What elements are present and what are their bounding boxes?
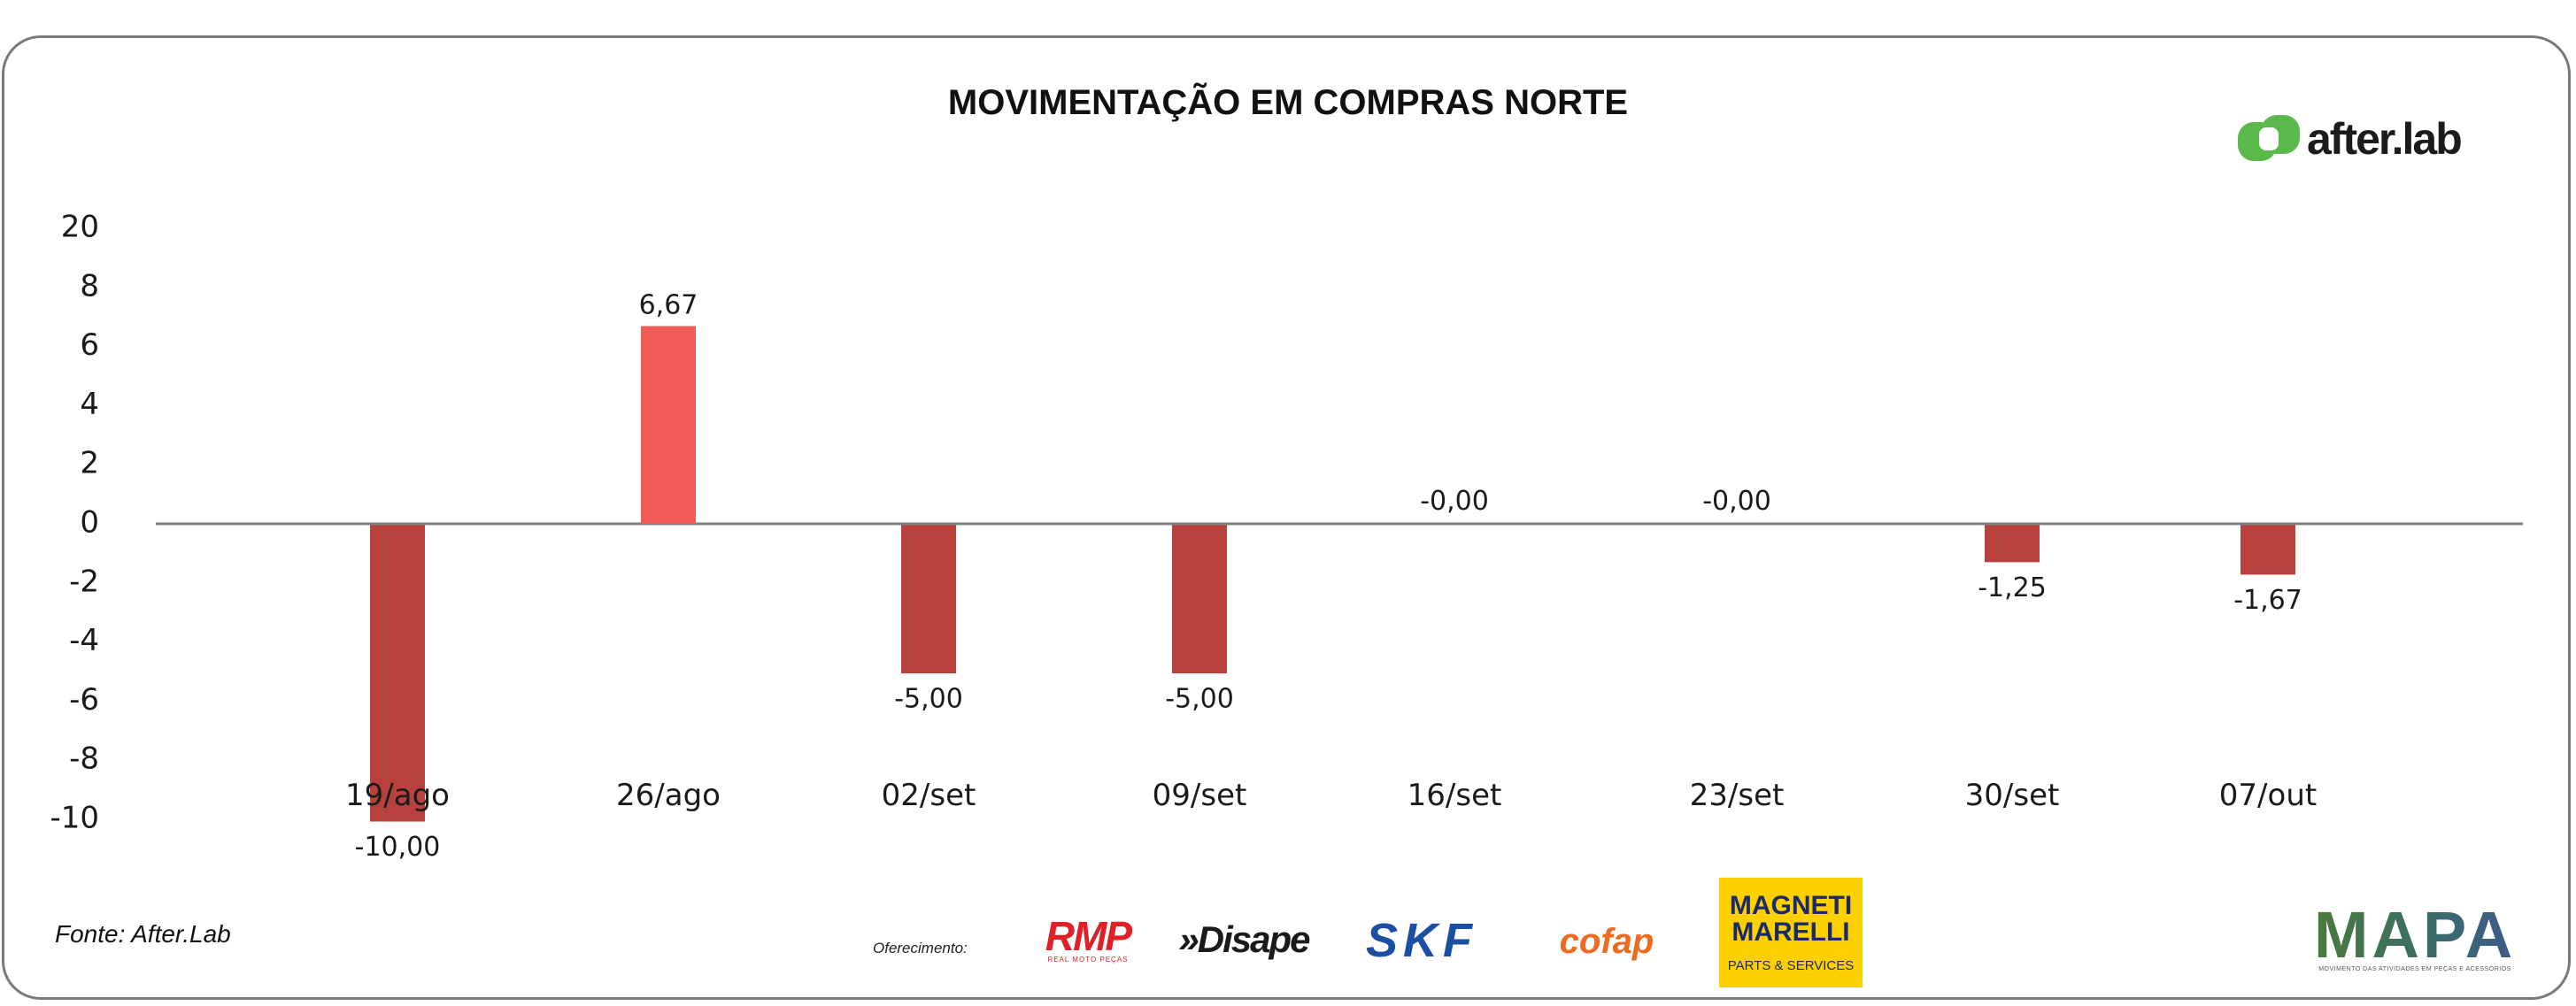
y-tick-label: 20 bbox=[61, 210, 99, 245]
magneti-line2: MARELLI bbox=[1731, 917, 1850, 947]
mapa-tagline: MOVIMENTO DAS ATIVIDADES EM PEÇAS E ACES… bbox=[2318, 965, 2511, 972]
data-label: -1,67 bbox=[2233, 585, 2302, 616]
cofap-logo: cofap bbox=[1559, 921, 1654, 961]
bar bbox=[641, 326, 696, 524]
source-note: Fonte: After.Lab bbox=[55, 920, 231, 948]
bar bbox=[2241, 525, 2295, 575]
data-labels: -10,00 6,67 -5,00 -5,00 -0,00 -0,00 -1,25 -1,67 bbox=[355, 290, 2302, 863]
y-tick-label: -4 bbox=[69, 623, 99, 658]
x-tick-label: 23/set bbox=[1690, 778, 1785, 813]
magneti-tagline: PARTS & SERVICES bbox=[1727, 957, 1855, 973]
bar bbox=[1985, 525, 2040, 563]
y-tick-label: -6 bbox=[69, 682, 99, 718]
magneti-line1: MAGNETI bbox=[1729, 890, 1853, 920]
y-tick-label: 4 bbox=[80, 387, 99, 422]
y-tick-label: 8 bbox=[80, 268, 99, 303]
chart-title: MOVIMENTAÇÃO EM COMPRAS NORTE bbox=[947, 83, 1629, 122]
y-tick-label: 6 bbox=[80, 327, 99, 363]
afterlab-wordmark: after.lab bbox=[2307, 114, 2463, 164]
data-label: -10,00 bbox=[355, 832, 441, 863]
y-tick-label: 0 bbox=[80, 505, 99, 541]
x-tick-label: 26/ago bbox=[616, 778, 721, 813]
y-tick-label: 2 bbox=[80, 446, 99, 481]
chart-frame bbox=[2, 35, 2571, 1000]
data-label: -0,00 bbox=[1702, 486, 1771, 517]
x-axis-ticks: 19/ago 26/ago 02/set 09/set 16/set 23/set 30/s… bbox=[345, 778, 2317, 813]
bar bbox=[1172, 525, 1227, 673]
rmp-tagline: REAL MOTO PEÇAS bbox=[1047, 955, 1129, 964]
bar bbox=[370, 525, 425, 822]
y-tick-label: -8 bbox=[69, 741, 99, 777]
afterlab-mark-icon bbox=[2238, 115, 2300, 161]
data-label: -5,00 bbox=[1165, 684, 1234, 715]
bar bbox=[901, 525, 956, 673]
bars-group bbox=[370, 326, 2295, 822]
data-label: -0,00 bbox=[1420, 486, 1489, 517]
x-tick-label: 02/set bbox=[882, 778, 976, 813]
x-tick-label: 09/set bbox=[1153, 778, 1247, 813]
x-tick-label: 16/set bbox=[1408, 778, 1502, 813]
x-tick-label: 19/ago bbox=[345, 778, 450, 813]
skf-logo: SKF bbox=[1366, 914, 1477, 967]
magneti-marelli-logo: MAGNETI MARELLI PARTS & SERVICES bbox=[1719, 878, 1863, 987]
y-tick-label: -10 bbox=[50, 801, 99, 836]
data-label: -5,00 bbox=[894, 684, 963, 715]
data-label: 6,67 bbox=[639, 290, 698, 321]
rmp-wordmark: RMP bbox=[1045, 912, 1132, 959]
y-tick-label: -2 bbox=[69, 564, 99, 599]
disape-logo: »Disape bbox=[1178, 918, 1310, 960]
x-tick-label: 30/set bbox=[1965, 778, 2060, 813]
mapa-logo: MAPA MOVIMENTO DAS ATIVIDADES EM PEÇAS E… bbox=[2314, 902, 2512, 973]
sponsor-label: Oferecimento: bbox=[873, 940, 968, 956]
rmp-logo: RMP REAL MOTO PEÇAS bbox=[1029, 915, 1147, 964]
mapa-wordmark: MAPA bbox=[2313, 897, 2517, 971]
x-tick-label: 07/out bbox=[2219, 778, 2317, 813]
afterlab-logo: after.lab bbox=[2238, 111, 2463, 166]
data-label: -1,25 bbox=[1978, 572, 2047, 603]
